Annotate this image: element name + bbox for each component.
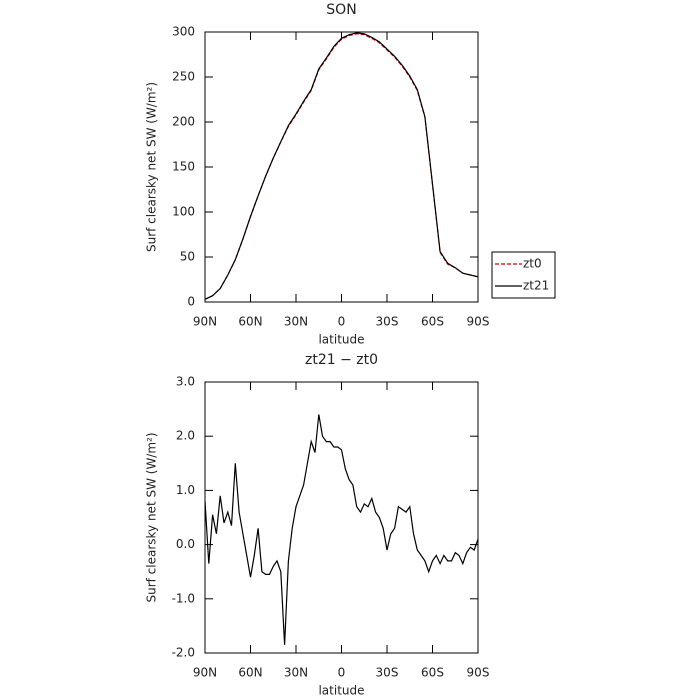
y-tick-label: 250 <box>172 70 195 84</box>
y-tick-label: 1.0 <box>176 483 195 497</box>
x-tick-label: 30N <box>284 666 308 680</box>
x-tick-label: 30S <box>376 666 399 680</box>
y-axis-label: Surf clearsky net SW (W/m²) <box>145 432 159 602</box>
y-tick-label: 100 <box>172 205 195 219</box>
y-tick-label: 300 <box>172 25 195 39</box>
x-tick-label: 60S <box>421 666 444 680</box>
y-tick-label: 3.0 <box>176 375 195 389</box>
x-tick-label: 60S <box>421 315 444 329</box>
x-tick-label: 90S <box>467 666 490 680</box>
y-tick-label: 2.0 <box>176 429 195 443</box>
plot-frame <box>204 31 479 303</box>
x-tick-label: 60N <box>238 315 262 329</box>
y-tick-label: 0.0 <box>176 537 195 551</box>
x-axis-label: latitude <box>318 333 364 347</box>
x-tick-label: 90S <box>467 315 490 329</box>
x-tick-label: 90N <box>193 315 217 329</box>
x-tick-label: 60N <box>238 666 262 680</box>
y-tick-label: 150 <box>172 160 195 174</box>
y-tick-label: 200 <box>172 115 195 129</box>
legend-label: zt21 <box>523 279 549 293</box>
x-tick-label: 0 <box>338 666 346 680</box>
x-tick-label: 0 <box>338 315 346 329</box>
chart-title: SON <box>326 2 356 18</box>
data-line <box>204 33 479 300</box>
data-line <box>204 414 479 645</box>
y-tick-label: -1.0 <box>172 591 195 605</box>
y-tick-label: -2.0 <box>172 646 195 660</box>
data-line <box>204 32 479 300</box>
plot-frame <box>204 381 479 654</box>
legend-label: zt0 <box>523 257 542 271</box>
y-tick-label: 50 <box>180 250 195 264</box>
y-axis-label: Surf clearsky net SW (W/m²) <box>145 82 159 252</box>
chart-title: zt21 − zt0 <box>305 352 378 368</box>
y-tick-label: 0 <box>187 295 195 309</box>
x-tick-label: 90N <box>193 666 217 680</box>
x-tick-label: 30S <box>376 315 399 329</box>
x-tick-label: 30N <box>284 315 308 329</box>
x-axis-label: latitude <box>318 684 364 698</box>
legend-box <box>491 251 556 299</box>
